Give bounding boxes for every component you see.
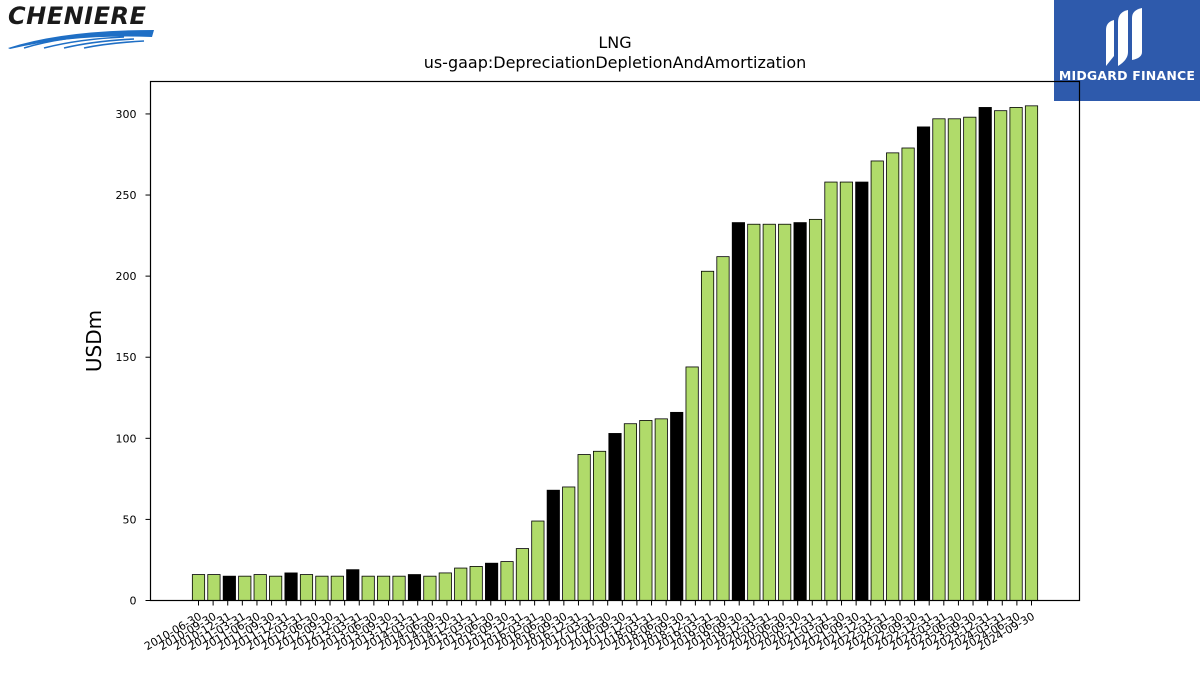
bar [870, 160, 884, 601]
midgard-finance-logo: MIDGARD FINANCE [1054, 0, 1200, 101]
bars-group [191, 105, 1039, 601]
bar [901, 147, 915, 601]
bar [346, 569, 360, 601]
bar [1009, 107, 1023, 601]
bar [932, 118, 946, 601]
y-tick-label: 50 [123, 513, 137, 526]
bar [855, 181, 869, 601]
bar [916, 126, 931, 601]
bar [886, 152, 900, 601]
bar [469, 566, 483, 601]
y-axis: 0 50 100 150 200 250 300 [116, 108, 151, 608]
bar [577, 454, 591, 601]
bar [947, 118, 961, 601]
bar [284, 572, 298, 601]
bar [407, 574, 422, 601]
bar [654, 418, 668, 601]
midgard-finance-text: MIDGARD FINANCE [1058, 68, 1196, 83]
bar [1024, 105, 1039, 601]
bar [963, 116, 977, 601]
bar [500, 561, 514, 601]
bar [608, 433, 622, 601]
bar [778, 223, 792, 601]
bar [793, 222, 807, 601]
bar [994, 110, 1008, 601]
bar [485, 562, 499, 601]
y-tick-label: 300 [116, 108, 137, 121]
bar [253, 574, 267, 601]
y-tick-label: 150 [116, 351, 137, 364]
bar [299, 574, 314, 601]
bar [269, 575, 283, 601]
bar [731, 222, 745, 601]
bar [315, 575, 329, 601]
y-tick-label: 200 [116, 270, 137, 283]
bar [207, 574, 221, 601]
bar [330, 575, 344, 601]
bar [238, 575, 252, 601]
x-axis: 2010-06-302010-09-302010-12-312011-03-31… [142, 600, 1037, 653]
y-tick-label: 100 [116, 432, 137, 445]
bar [377, 575, 391, 601]
bar [808, 218, 823, 601]
cheniere-logo: CHENIERE [4, 2, 156, 52]
plot-frame [149, 80, 1081, 602]
chart-title: LNG [598, 33, 631, 52]
bar [839, 181, 853, 601]
bar [639, 420, 653, 601]
bar [978, 107, 992, 601]
bar [700, 270, 715, 601]
bar [546, 489, 560, 601]
bar [716, 256, 730, 601]
cheniere-logo-text: CHENIERE [8, 2, 147, 30]
bar [593, 450, 607, 601]
chart-subtitle: us-gaap:DepreciationDepletionAndAmortiza… [424, 53, 807, 72]
bar [824, 181, 838, 601]
y-tick-label: 250 [116, 189, 137, 202]
y-tick-label: 0 [130, 595, 137, 608]
bar [747, 223, 761, 601]
bar [361, 575, 375, 601]
bar [423, 575, 437, 601]
bar [623, 423, 638, 601]
cheniere-swoosh-icon [8, 30, 154, 49]
bar [191, 574, 206, 601]
bar [438, 572, 452, 601]
bar [670, 411, 684, 601]
bar [762, 223, 776, 601]
bar [392, 575, 406, 601]
bar [515, 548, 530, 601]
y-axis-label: USDm [82, 310, 106, 372]
bar [454, 567, 468, 601]
bar [685, 366, 699, 601]
midgard-mark-icon [1106, 8, 1142, 66]
bar [531, 520, 545, 601]
bar [222, 575, 236, 601]
bar [562, 486, 576, 601]
